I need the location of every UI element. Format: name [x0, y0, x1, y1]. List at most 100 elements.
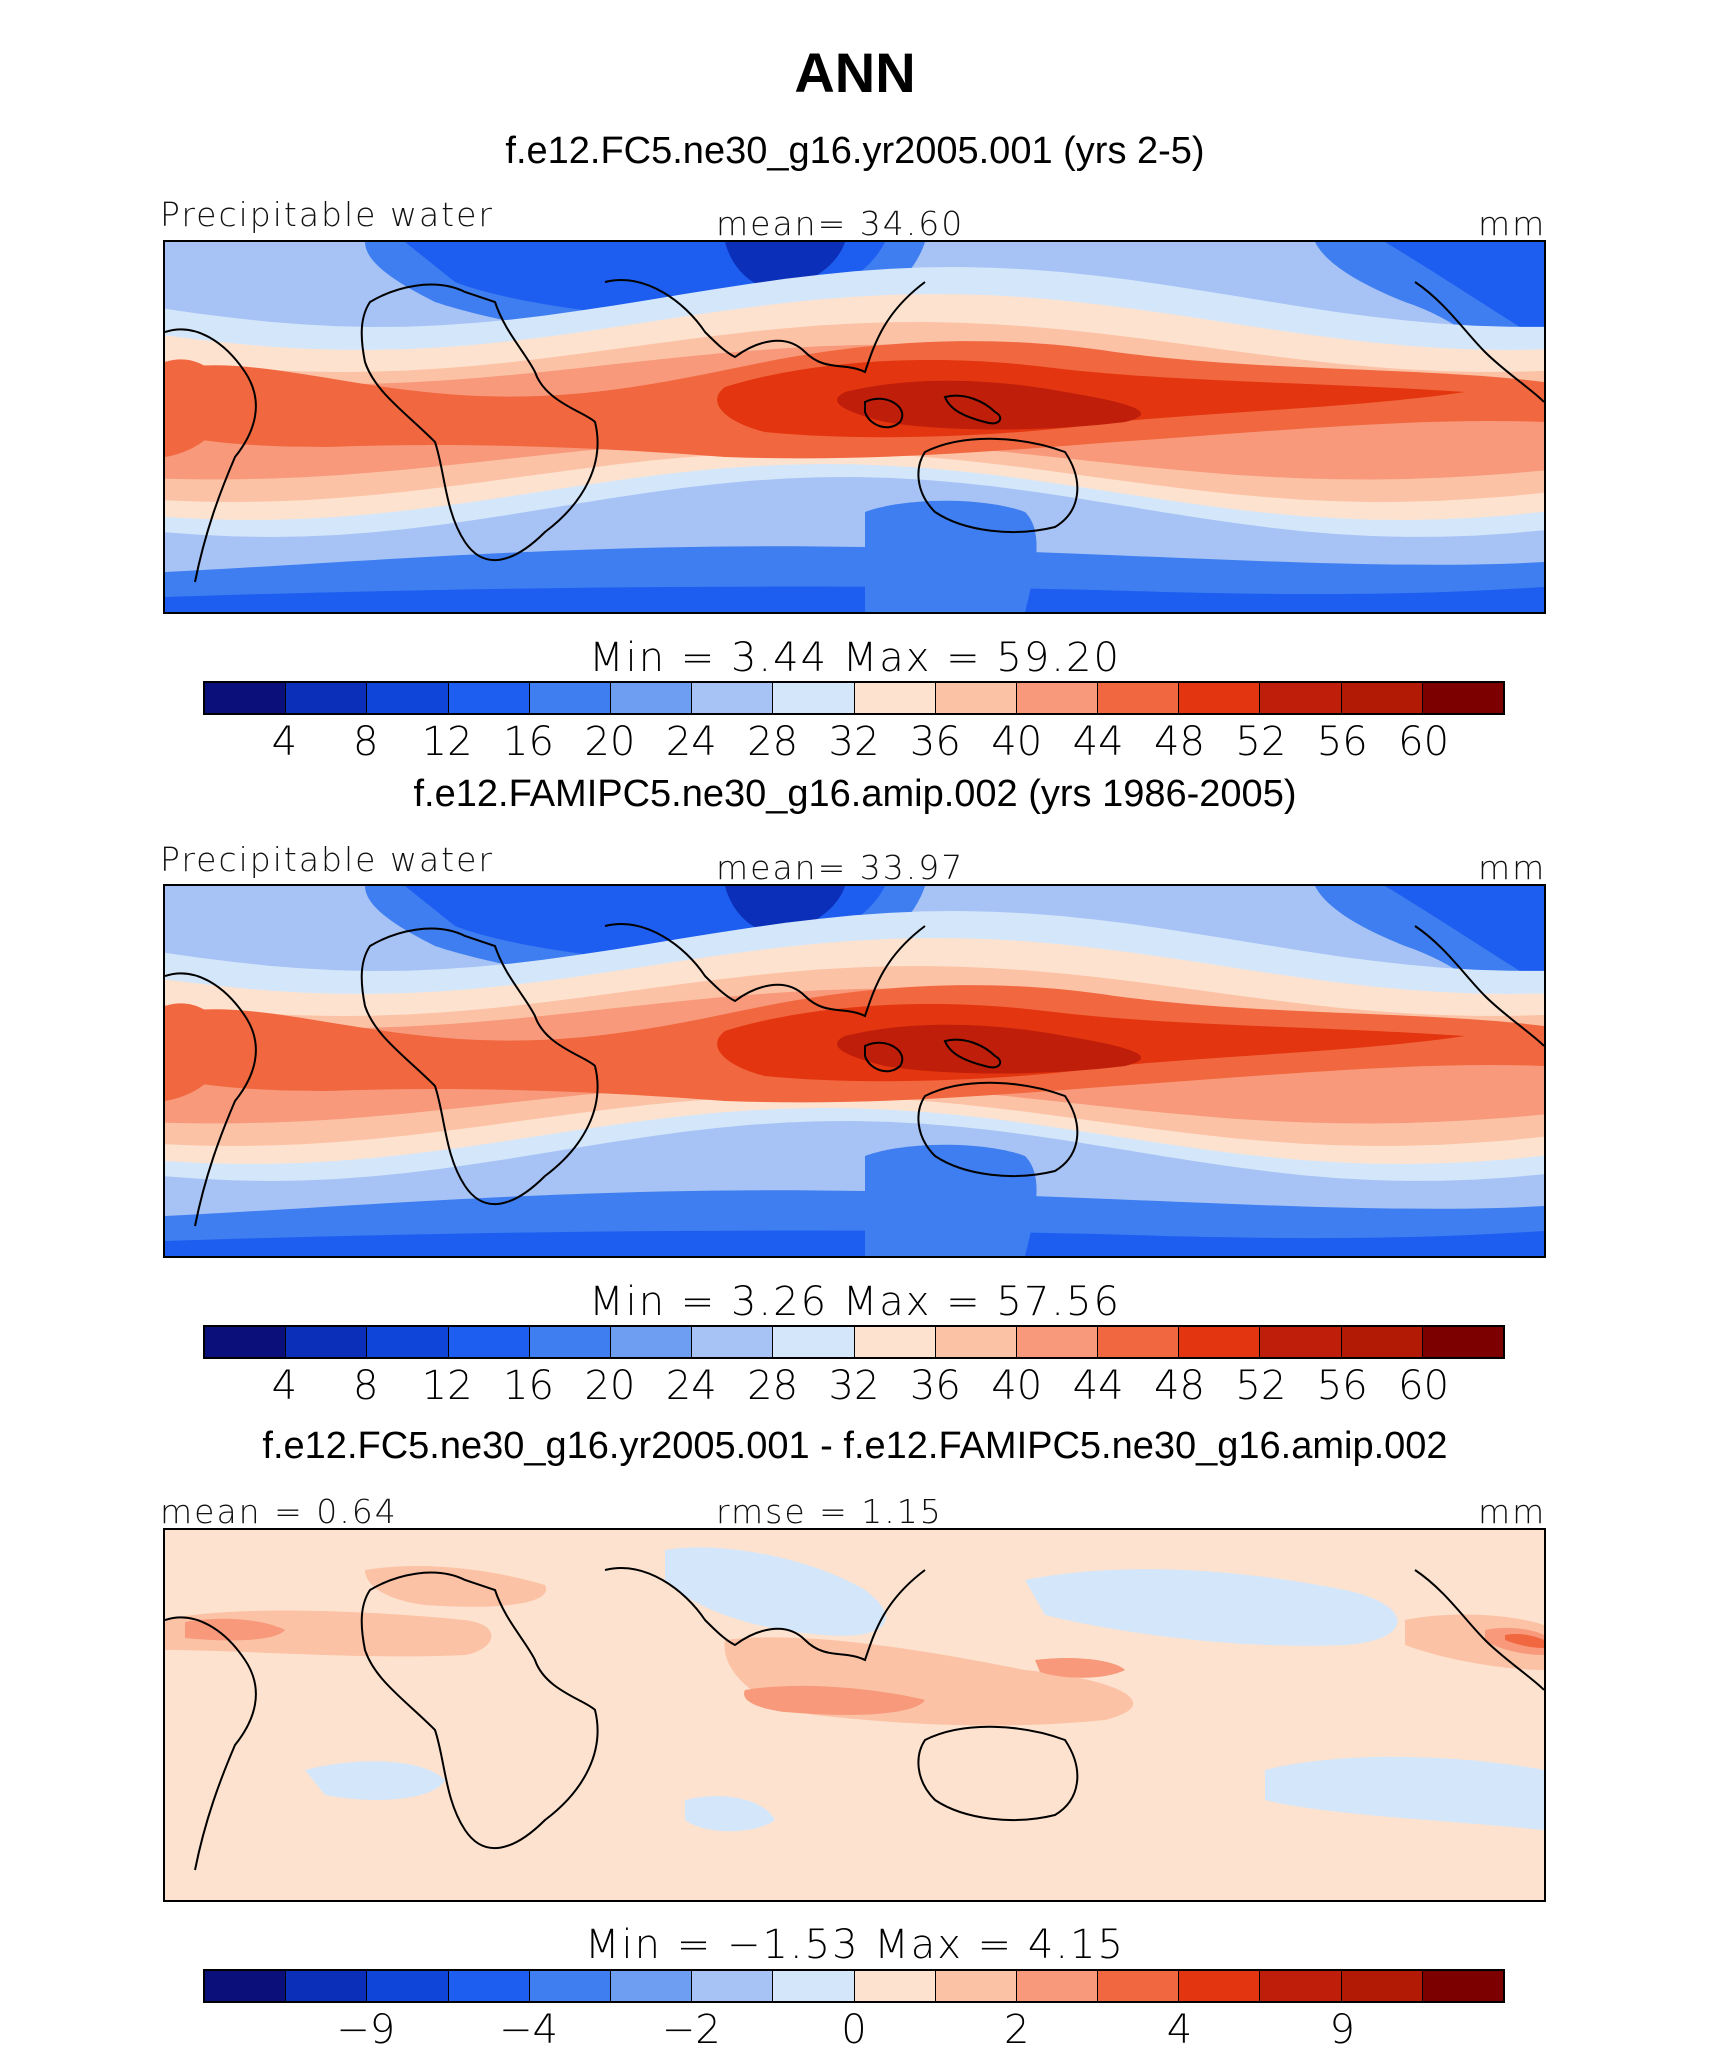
colorbar-swatch: [1422, 1327, 1503, 1357]
colorbar-tick-label: −4: [499, 2007, 558, 2053]
colorbar-swatch: [773, 1327, 855, 1357]
panel-1-units-label: mm: [1478, 204, 1547, 243]
australia-dry: [865, 1144, 1037, 1256]
coastline: [360, 927, 599, 1205]
negative-patch: [1265, 1756, 1544, 1830]
colorbar-tick-label: 40: [991, 719, 1043, 765]
panel-2-colorbar: [203, 1325, 1505, 1359]
colorbar-swatch: [529, 683, 611, 713]
colorbar-swatch: [448, 1971, 530, 2001]
panel-3-minmax: Min = −1.53 Max = 4.15: [585, 1922, 1125, 1968]
colorbar-swatch: [205, 1971, 287, 2001]
colorbar-swatch: [529, 1327, 611, 1357]
coastline: [917, 1081, 1079, 1177]
colorbar-tick-label: 2: [1004, 2007, 1030, 2053]
colorbar-swatch: [1260, 1971, 1342, 2001]
colorbar-swatch: [692, 683, 774, 713]
amazon-band: [165, 359, 225, 457]
positive-band: [365, 1565, 547, 1607]
colorbar-swatch: [1179, 683, 1261, 713]
colorbar-tick-label: 8: [353, 719, 379, 765]
negative-patch: [685, 1796, 775, 1832]
panel-3-units-label: mm: [1478, 1492, 1547, 1531]
dry-core: [725, 242, 845, 288]
colorbar-tick-label: 60: [1398, 1363, 1450, 1409]
colorbar-tick-label: 56: [1316, 1363, 1368, 1409]
colorbar-swatch: [1422, 1971, 1503, 2001]
colorbar-tick-label: 56: [1316, 719, 1368, 765]
colorbar-swatch: [610, 683, 693, 713]
colorbar-tick-label: 60: [1398, 719, 1450, 765]
dry-band: [165, 1230, 1544, 1256]
figure-title: ANN: [794, 41, 916, 104]
panel-2-map-svg: [165, 886, 1544, 1256]
colorbar-swatch: [367, 1971, 449, 2001]
colorbar-tick-label: 32: [828, 719, 880, 765]
colorbar-swatch: [854, 683, 936, 713]
colorbar-tick-label: −2: [661, 2007, 721, 2053]
moist-peak: [837, 380, 1142, 430]
colorbar-swatch: [1098, 683, 1180, 713]
colorbar-swatch: [1016, 1971, 1099, 2001]
coastline: [604, 923, 926, 1018]
dry-core: [725, 886, 845, 932]
colorbar-tick-label: 28: [747, 719, 799, 765]
colorbar-tick-label: 36: [909, 1363, 961, 1409]
coastline: [864, 397, 904, 429]
colorbar-swatch: [205, 683, 287, 713]
colorbar-tick-label: −9: [336, 2007, 396, 2053]
colorbar-tick-label: 28: [747, 1363, 799, 1409]
panel-2-variable-label: Precipitable water: [160, 840, 494, 879]
negative-patch: [305, 1761, 445, 1800]
positive-core: [744, 1685, 925, 1715]
panel-1-colorbar: [203, 681, 1505, 715]
colorbar-tick-label: 52: [1235, 719, 1287, 765]
positive-peak: [1505, 1633, 1544, 1648]
panel-1-map: [163, 240, 1546, 614]
colorbar-swatch: [286, 1327, 368, 1357]
colorbar-swatch: [935, 1327, 1017, 1357]
colorbar-tick-label: 44: [1072, 719, 1124, 765]
colorbar-tick-label: 12: [421, 719, 473, 765]
colorbar-swatch: [1341, 1971, 1423, 2001]
panel-1-mean-label: mean= 34.60: [716, 204, 965, 243]
panel-2-minmax: Min = 3.26 Max = 57.56: [589, 1279, 1121, 1325]
positive-core: [1035, 1658, 1125, 1678]
colorbar-swatch: [367, 683, 449, 713]
panel-3-mean-label: mean = 0.64: [160, 1492, 398, 1531]
coastline: [917, 1725, 1079, 1821]
coastline: [604, 1567, 926, 1662]
colorbar-swatch: [1260, 683, 1342, 713]
colorbar-tick-label: 40: [991, 1363, 1043, 1409]
colorbar-swatch: [1179, 1327, 1261, 1357]
colorbar-swatch: [1016, 1327, 1099, 1357]
colorbar-swatch: [1098, 1327, 1180, 1357]
colorbar-swatch: [610, 1327, 693, 1357]
colorbar-tick-label: 16: [503, 1363, 554, 1409]
panel-1-title: f.e12.FC5.ne30_g16.yr2005.001 (yrs 2-5): [505, 130, 1205, 172]
colorbar-swatch: [854, 1327, 936, 1357]
panel-1-variable-label: Precipitable water: [160, 195, 494, 234]
moist-peak: [837, 1024, 1142, 1074]
colorbar-tick-label: 24: [665, 1363, 717, 1409]
colorbar-swatch: [610, 1971, 693, 2001]
colorbar-tick-label: 20: [584, 719, 636, 765]
colorbar-swatch: [529, 1971, 611, 2001]
colorbar-swatch: [773, 683, 855, 713]
panel-3-rmse-label: rmse = 1.15: [716, 1492, 943, 1531]
coastline: [165, 972, 257, 1227]
positive-core: [185, 1618, 285, 1641]
colorbar-tick-label: 20: [584, 1363, 636, 1409]
dry-band: [1385, 242, 1544, 342]
colorbar-swatch: [367, 1327, 449, 1357]
colorbar-swatch: [205, 1327, 287, 1357]
colorbar-swatch: [286, 683, 368, 713]
colorbar-swatch: [692, 1327, 774, 1357]
panel-1-minmax: Min = 3.44 Max = 59.20: [589, 635, 1121, 681]
panel-3-map-svg: [165, 1530, 1544, 1900]
colorbar-tick-label: 52: [1235, 1363, 1287, 1409]
australia-dry: [865, 500, 1037, 612]
colorbar-tick-label: 12: [421, 1363, 473, 1409]
panel-2-mean-label: mean= 33.97: [716, 848, 965, 887]
colorbar-tick-label: 36: [909, 719, 961, 765]
